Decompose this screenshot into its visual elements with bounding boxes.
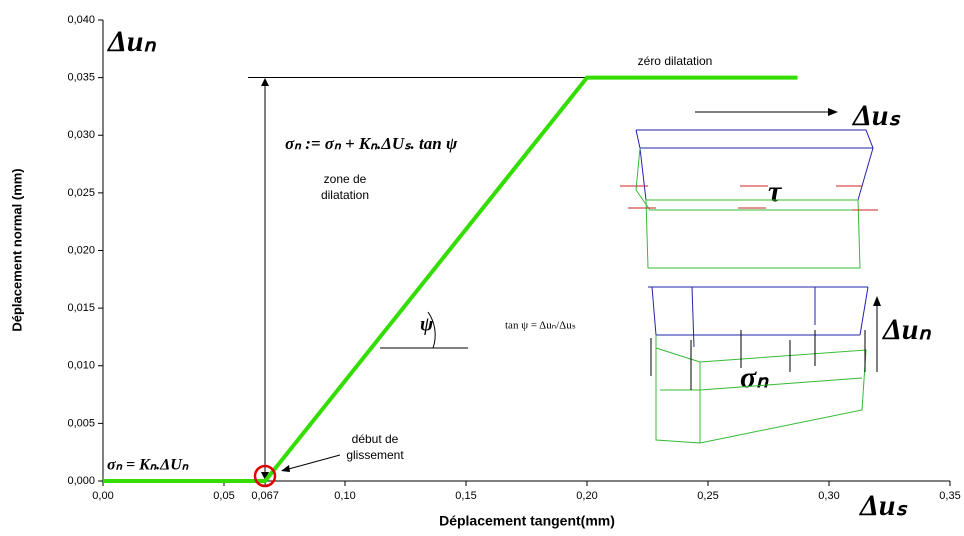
shear-box xyxy=(620,129,878,269)
y-tick-label: 0,025 xyxy=(67,187,95,199)
x-tick-label: 0,067 xyxy=(251,490,279,502)
x-tick-label: 0,00 xyxy=(92,490,113,502)
y-tick-label: 0,005 xyxy=(67,417,95,429)
annotation: Δuₛ xyxy=(859,489,907,522)
y-tick-label: 0,000 xyxy=(67,475,95,487)
annotation: tan ψ = Δuₙ/Δuₛ xyxy=(505,320,576,332)
annotation: σₙ xyxy=(740,361,769,394)
annotation: dilatation xyxy=(321,188,369,202)
y-tick-label: 0,020 xyxy=(67,244,95,256)
annotation: glissement xyxy=(346,448,404,462)
annotation: début de xyxy=(352,432,399,446)
x-tick-label: 0,05 xyxy=(213,490,234,502)
x-axis-title: Déplacement tangent(mm) xyxy=(439,513,615,529)
y-tick-label: 0,035 xyxy=(67,72,95,84)
x-tick-label: 0,35 xyxy=(939,490,960,502)
x-tick-label: 0,20 xyxy=(576,490,597,502)
annotation: σₙ := σₙ + Kₙ.ΔUₛ. tan ψ xyxy=(285,134,458,153)
y-tick-label: 0,040 xyxy=(67,14,95,26)
y-tick-label: 0,015 xyxy=(67,302,95,314)
annotation: ψ xyxy=(420,314,434,336)
annotation: Δuₙ xyxy=(882,313,931,346)
line xyxy=(103,75,798,483)
dimension xyxy=(248,77,881,480)
x-tick-label: 0,15 xyxy=(455,490,476,502)
x-tick-label: 0,25 xyxy=(697,490,718,502)
slip-marker xyxy=(253,464,277,488)
annotation: Δuₛ xyxy=(852,99,900,132)
x-tick-label: 0,10 xyxy=(334,490,355,502)
x-tick-label: 0,30 xyxy=(818,490,839,502)
annotation: Δuₙ xyxy=(107,25,156,58)
annotation: τ xyxy=(768,175,783,208)
y-tick-label: 0,010 xyxy=(67,360,95,372)
annotation: σₙ = Kₙ.ΔUₙ xyxy=(107,457,189,474)
axes: 0,000 0,005 0,010 0,015 0,020 0,025 0,030 0,035… xyxy=(67,14,960,502)
annotation: zone de xyxy=(324,172,367,186)
annotation: zéro dilatation xyxy=(638,54,713,68)
y-axis-title: Déplacement normal (mm) xyxy=(9,168,24,331)
y-tick-label: 0,030 xyxy=(67,129,95,141)
normal-box xyxy=(648,286,869,444)
